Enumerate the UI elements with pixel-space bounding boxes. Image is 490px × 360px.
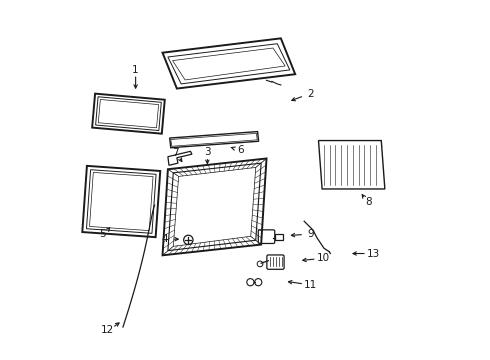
Text: 13: 13	[367, 248, 380, 258]
Text: 1: 1	[132, 65, 139, 75]
Text: 5: 5	[99, 229, 106, 239]
Text: 9: 9	[307, 229, 314, 239]
Bar	[275, 234, 283, 240]
Text: 7: 7	[172, 148, 178, 158]
Text: 8: 8	[366, 197, 372, 207]
Text: 4: 4	[162, 234, 169, 244]
Text: 2: 2	[307, 89, 314, 99]
Text: 11: 11	[304, 280, 317, 289]
Text: 6: 6	[237, 145, 244, 155]
Text: 12: 12	[100, 325, 114, 335]
Text: 10: 10	[317, 253, 330, 264]
Text: 3: 3	[204, 147, 211, 157]
